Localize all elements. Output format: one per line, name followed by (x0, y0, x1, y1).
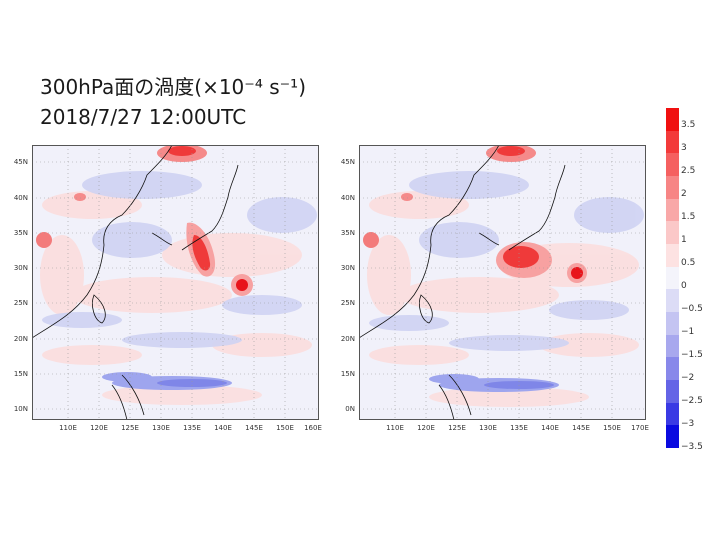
right-lon-label: 125E (448, 424, 466, 432)
figure-title: 300hPa面の渦度(×10⁻⁴ s⁻¹) 2018/7/27 12:00UTC (40, 72, 306, 132)
colorbar (666, 108, 679, 448)
colorbar-segment (666, 108, 679, 131)
colorbar-tick-label: 2 (681, 189, 687, 200)
right-lat-label: 30N (340, 264, 355, 272)
left-elongated-max (186, 222, 216, 277)
left-lon-label: 160E (304, 424, 322, 432)
left-lat-label: 45N (13, 158, 28, 166)
left-lon-label: 125E (121, 424, 139, 432)
right-lon-label: 170E (631, 424, 649, 432)
left-lat-label: 20N (13, 335, 28, 343)
colorbar-tick-label: 3.5 (681, 120, 696, 130)
left-lon-label: 110E (59, 424, 77, 432)
colorbar-tick-label: 0.5 (681, 258, 696, 269)
left-lon-label: 145E (245, 424, 263, 432)
colorbar-segment (666, 243, 679, 267)
colorbar-tick-label: −3 (681, 419, 695, 430)
title-line-variable: 300hPa面の渦度(×10⁻⁴ s⁻¹) (40, 75, 307, 99)
right-lon-label: 150E (603, 424, 621, 432)
right-lat-label: 45N (340, 158, 355, 166)
colorbar-tick-label: 0 (681, 281, 687, 292)
right-typhoon-max (567, 263, 587, 283)
left-lon-label: 130E (152, 424, 170, 432)
vorticity-map-left (32, 145, 319, 420)
right-lon-label: 140E (541, 424, 559, 432)
colorbar-tick-label: −0.5 (681, 304, 703, 315)
right-lat-label: 40N (340, 194, 355, 202)
colorbar-tick-label: −2.5 (681, 396, 703, 407)
map-right-plot (359, 145, 646, 420)
colorbar-tick-label: −2 (681, 373, 695, 384)
colorbar-tick-label: 1 (681, 235, 687, 246)
left-lon-label: 135E (183, 424, 201, 432)
right-lon-label: 130E (479, 424, 497, 432)
colorbar-tick-label: −1 (681, 327, 695, 338)
colorbar-segment (666, 221, 679, 244)
map-left-plot (32, 145, 319, 420)
right-lat-label: 20N (340, 335, 355, 343)
right-north-max (486, 145, 536, 162)
colorbar-segment (666, 402, 679, 426)
colorbar-segment (666, 175, 679, 199)
colorbar-tick-label: 2.5 (681, 166, 696, 177)
left-lat-label: 25N (13, 299, 28, 307)
colorbar-segment (666, 153, 679, 176)
colorbar-tick-label: −3.5 (681, 442, 703, 453)
left-lat-label: 10N (13, 405, 28, 413)
title-line-datetime: 2018/7/27 12:00UTC (40, 105, 247, 129)
colorbar-segment (666, 266, 679, 290)
right-lon-label: 110E (386, 424, 404, 432)
left-lon-label: 140E (214, 424, 232, 432)
colorbar-tick-label: 3 (681, 143, 687, 154)
colorbar-segment (666, 334, 679, 358)
colorbar-segment (666, 130, 679, 154)
right-south-japan-max (496, 242, 552, 278)
right-lat-label: 35N (340, 229, 355, 237)
colorbar-segment (666, 379, 679, 403)
colorbar-tick-label: −1.5 (681, 350, 703, 361)
left-lat-label: 30N (13, 264, 28, 272)
right-lon-label: 120E (417, 424, 435, 432)
right-lat-label: 0N (345, 405, 355, 413)
colorbar-tick-label: 1.5 (681, 212, 696, 223)
colorbar-segment (666, 289, 679, 312)
right-lat-label: 25N (340, 299, 355, 307)
left-lon-label: 150E (276, 424, 294, 432)
left-lat-label: 35N (13, 229, 28, 237)
vorticity-map-right (359, 145, 646, 420)
left-lat-label: 40N (13, 194, 28, 202)
right-lat-label: 15N (340, 370, 355, 378)
colorbar-segment (666, 311, 679, 335)
right-lon-label: 135E (510, 424, 528, 432)
left-lat-label: 15N (13, 370, 28, 378)
colorbar-segment (666, 425, 679, 448)
left-lon-label: 120E (90, 424, 108, 432)
left-typhoon-max (231, 274, 253, 296)
colorbar-segment (666, 198, 679, 222)
right-lon-label: 145E (572, 424, 590, 432)
colorbar-segment (666, 357, 679, 380)
